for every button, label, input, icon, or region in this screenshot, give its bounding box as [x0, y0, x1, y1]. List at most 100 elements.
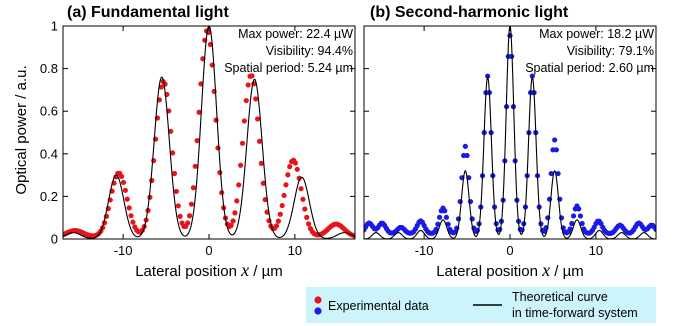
experimental-point: [188, 201, 195, 207]
experimental-point: [433, 226, 439, 232]
experimental-point: [194, 138, 200, 144]
legend-theory-label-line2: in time-forward system: [512, 306, 638, 320]
experimental-point: [442, 208, 448, 214]
panel-a-annotation-1: Max power: 22.4 µW: [238, 27, 353, 41]
experimental-point: [576, 206, 582, 212]
experimental-point: [287, 164, 293, 170]
experimental-point: [173, 188, 179, 195]
y-tick-label: 0.4: [40, 146, 58, 161]
experimental-point: [126, 205, 132, 211]
experimental-point: [548, 170, 554, 177]
x-tick-label: -10: [415, 243, 434, 258]
experimental-series: [63, 28, 355, 239]
experimental-point: [249, 73, 255, 79]
experimental-point: [122, 187, 128, 193]
experimental-point: [298, 186, 304, 192]
experimental-point: [260, 180, 266, 186]
experimental-point: [462, 143, 468, 149]
experimental-point: [457, 198, 463, 205]
legend: Experimental data Theoretical curve in t…: [306, 287, 656, 323]
experimental-point: [435, 221, 441, 227]
panel-b-marks: [364, 26, 656, 239]
experimental-point: [443, 214, 450, 220]
experimental-point: [253, 96, 259, 102]
experimental-point: [149, 177, 155, 184]
experimental-point: [238, 162, 244, 168]
panel-b-annotation-1: Max power: 18.2 µW: [539, 27, 654, 41]
experimental-point: [256, 138, 263, 144]
panel-a-x-axis-label: Lateral position x / µm: [135, 260, 283, 280]
experimental-point: [219, 190, 225, 196]
legend-experimental-label: Experimental data: [328, 299, 429, 313]
experimental-point: [169, 150, 176, 156]
experimental-point: [234, 198, 240, 204]
experimental-point: [567, 226, 573, 232]
panel-b-ticks: -10 0 10: [364, 25, 656, 258]
experimental-point: [213, 117, 219, 123]
experimental-point: [118, 173, 125, 180]
experimental-point: [300, 196, 306, 202]
x-tick-label: 0: [205, 243, 212, 258]
experimental-point: [279, 202, 285, 209]
panel-b-x-axis-label: Lateral position x / µm: [436, 260, 584, 280]
experimental-point: [128, 213, 134, 219]
experimental-point: [175, 203, 181, 209]
experimental-point: [553, 147, 559, 153]
experimental-point: [177, 213, 183, 219]
experimental-point: [273, 223, 280, 229]
experimental-point: [158, 84, 164, 90]
experimental-point: [196, 109, 202, 115]
experimental-point: [277, 211, 283, 217]
y-tick-label: 0.8: [40, 61, 58, 76]
experimental-point: [467, 198, 474, 205]
experimental-point: [190, 185, 196, 191]
experimental-point: [455, 216, 462, 222]
experimental-point: [262, 197, 268, 203]
experimental-point: [445, 221, 451, 227]
experimental-point: [555, 170, 561, 177]
experimental-point: [124, 196, 130, 202]
experimental-point: [292, 160, 298, 166]
x-tick-label: 0: [506, 243, 513, 258]
experimental-point: [232, 210, 238, 216]
experimental-point: [171, 170, 178, 177]
experimental-point: [507, 32, 513, 39]
panel-a-title: (a) Fundamental light: [67, 4, 229, 21]
panel-a-annotation-2: Visibility: 94.4%: [266, 44, 353, 58]
legend-theory-label-line1: Theoretical curve: [512, 290, 608, 304]
experimental-point: [275, 218, 281, 224]
experimental-point: [255, 116, 261, 122]
experimental-point: [245, 82, 251, 88]
experimental-point: [294, 166, 300, 172]
panel-b-annotation-3: Spatial period: 2.60 µm: [525, 61, 654, 75]
experimental-point: [239, 140, 246, 146]
experimental-point: [552, 137, 558, 143]
y-tick-label: 0.2: [40, 189, 58, 204]
panel-b-title: (b) Second-harmonic light: [370, 4, 569, 21]
experimental-point: [215, 145, 221, 151]
experimental-point: [304, 214, 310, 220]
experimental-point: [258, 160, 264, 166]
experimental-point: [217, 170, 223, 176]
experimental-point: [285, 172, 291, 178]
experimental-point: [120, 179, 127, 186]
experimental-point: [283, 182, 289, 188]
panel-a-ticks: -10 0 10 0 0.2 0.4 0.6 0.8 1: [40, 19, 355, 258]
experimental-point: [151, 158, 157, 164]
experimental-point: [569, 220, 575, 227]
experimental-point: [281, 192, 287, 199]
y-tick-label: 0.6: [40, 104, 58, 119]
experimental-point: [570, 213, 577, 219]
experimental-point: [302, 206, 308, 212]
experimental-point: [185, 220, 191, 226]
theory-curve: [364, 26, 656, 239]
experimental-point: [198, 81, 204, 87]
legend-blue-marker: [314, 307, 322, 315]
experimental-point: [236, 182, 242, 188]
experimental-point: [579, 220, 585, 227]
x-tick-label: -10: [114, 243, 133, 258]
panel-b: -10 0 10 Max power: 18.2 µW Visibility: 79…: [363, 25, 657, 280]
experimental-point: [130, 219, 136, 225]
y-axis-label: Optical power / a.u.: [13, 65, 30, 194]
